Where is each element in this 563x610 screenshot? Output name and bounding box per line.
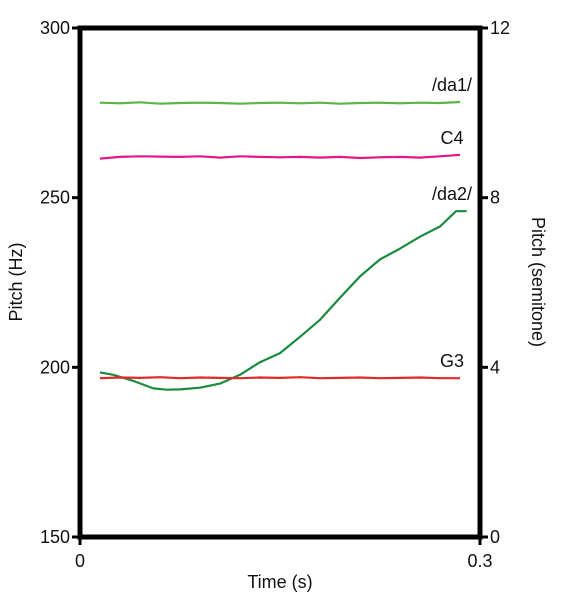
series-layer [99,100,467,391]
x-tick-label: 0 [75,551,85,571]
y2-tick-label: 8 [490,188,500,208]
series-line-0 [99,100,461,105]
y-axis-title: Pitch (Hz) [6,242,26,321]
series-line-2 [99,210,467,391]
y-tick-label: 150 [40,527,70,547]
ticks-layer: 150 200 250 300 0 4 8 12 0 0.3 [40,18,510,571]
x-tick-label: 0.3 [467,551,492,571]
y2-tick-label: 0 [490,527,500,547]
series-line-3 [99,376,460,380]
y2-tick-label: 4 [490,357,500,377]
y-tick-label: 200 [40,357,70,377]
series-line-1 [99,153,461,160]
y2-tick-label: 12 [490,18,510,38]
y2-axis-title: Pitch (semitone) [528,217,548,347]
series-label-3: G3 [440,351,464,371]
series-label-1: C4 [440,128,463,148]
y-tick-label: 300 [40,18,70,38]
x-axis-title: Time (s) [247,572,312,592]
series-label-2: /da2/ [432,184,472,204]
plot-frame [77,25,483,540]
series-labels: /da1/C4/da2/G3 [432,75,472,371]
series-label-0: /da1/ [432,75,472,95]
y-tick-label: 250 [40,188,70,208]
